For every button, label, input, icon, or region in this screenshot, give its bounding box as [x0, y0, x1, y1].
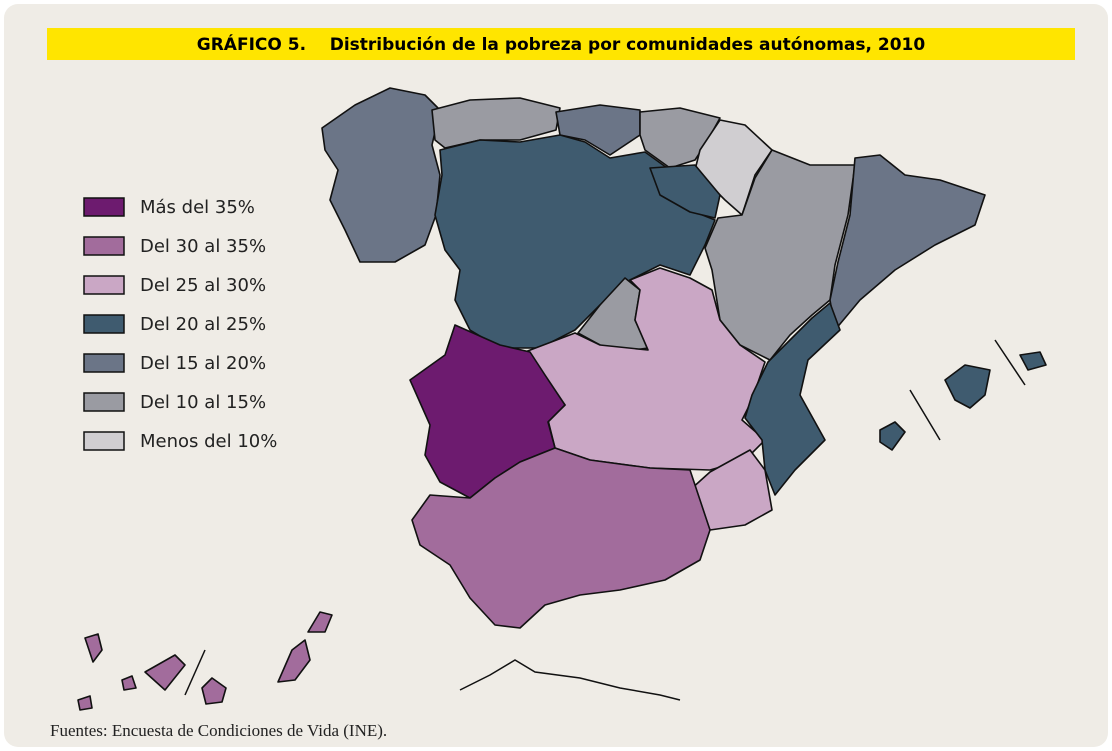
region	[431, 97, 561, 149]
title: GRÁFICO 5. Distribución de la pobreza po…	[197, 33, 926, 55]
region	[201, 677, 227, 705]
region	[944, 364, 991, 409]
spain-map	[77, 87, 1047, 711]
source: Fuentes: Encuesta de Condiciones de Vida…	[50, 721, 387, 740]
legend-swatch	[83, 197, 125, 217]
region	[829, 154, 986, 331]
region	[84, 633, 103, 663]
legend-swatch	[83, 392, 125, 412]
legend-label: Del 10 al 15%	[140, 392, 266, 413]
coastline	[459, 659, 681, 701]
region	[639, 107, 721, 169]
region	[649, 164, 721, 219]
region	[144, 654, 186, 691]
legend-label: Más del 35%	[140, 197, 255, 218]
title-bar	[47, 28, 1075, 60]
legend-label: Del 15 al 20%	[140, 353, 266, 374]
legend: Más del 35% Del 30 al 35% Del 25 al 30% Del…	[83, 197, 277, 452]
legend-label: Del 30 al 35%	[140, 236, 266, 257]
region	[879, 421, 906, 451]
separator	[909, 389, 941, 441]
separator	[994, 339, 1026, 386]
legend-label: Menos del 10%	[140, 431, 277, 452]
region	[121, 675, 137, 691]
legend-label: Del 25 al 30%	[140, 275, 266, 296]
legend-swatch	[83, 431, 125, 451]
separator	[184, 649, 206, 696]
region	[694, 119, 773, 216]
region	[307, 611, 333, 633]
region	[411, 447, 711, 629]
region	[1019, 351, 1047, 371]
region	[77, 695, 93, 711]
legend-swatch	[83, 236, 125, 256]
legend-label: Del 20 al 25%	[140, 314, 266, 335]
region	[321, 87, 441, 263]
region	[434, 134, 716, 349]
legend-swatch	[83, 314, 125, 334]
legend-swatch	[83, 275, 125, 295]
legend-swatch	[83, 353, 125, 373]
region	[277, 639, 311, 683]
